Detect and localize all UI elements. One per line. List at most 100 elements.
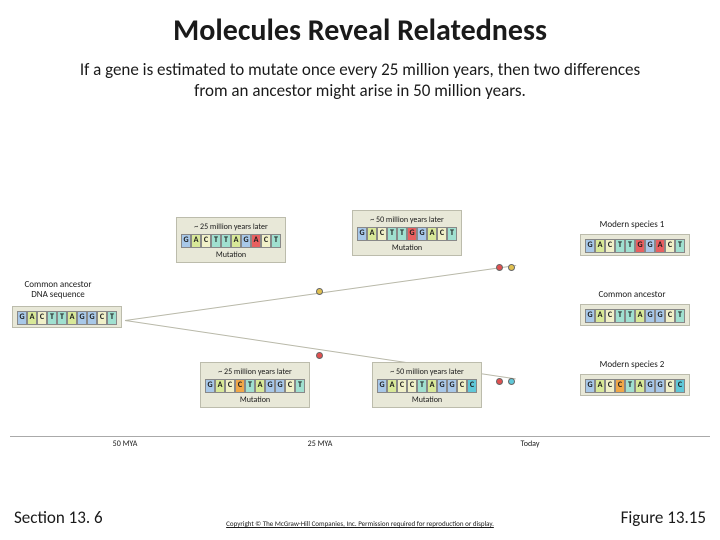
base: G: [407, 227, 417, 241]
base: G: [447, 379, 457, 393]
base: A: [231, 234, 241, 248]
base: C: [437, 227, 447, 241]
base: C: [615, 379, 625, 393]
ancestor-seq: GACTTAGGCT: [17, 311, 117, 325]
modern2-panel: GACCTAGGCC: [580, 374, 690, 396]
base: C: [235, 379, 245, 393]
base: G: [241, 234, 251, 248]
base: G: [645, 239, 655, 253]
common-label: Common ancestor: [582, 290, 682, 300]
base: A: [635, 309, 645, 323]
base: T: [221, 234, 231, 248]
bot-25-panel: ~ 25 million years later GACCTAGGCT Muta…: [200, 362, 310, 408]
base: G: [585, 239, 595, 253]
base: A: [595, 309, 605, 323]
copyright: Copyright © The McGraw-Hill Companies, I…: [226, 519, 494, 528]
base: T: [245, 379, 255, 393]
section-label: Section 13. 6: [14, 507, 103, 528]
axis-tick: 50 MYA: [113, 439, 138, 449]
base: A: [255, 379, 265, 393]
ancestor-label: Common ancestorDNA sequence: [8, 280, 108, 300]
base: T: [211, 234, 221, 248]
base: A: [595, 379, 605, 393]
base: C: [397, 379, 407, 393]
mutation-label: Mutation: [377, 393, 477, 405]
base: C: [665, 239, 675, 253]
mutation-label: Mutation: [357, 241, 457, 253]
base: T: [625, 309, 635, 323]
base: T: [625, 239, 635, 253]
base: G: [87, 311, 97, 325]
base: C: [605, 379, 615, 393]
base: G: [181, 234, 191, 248]
bot-25-seq: GACCTAGGCT: [205, 379, 305, 393]
base: A: [655, 239, 665, 253]
mutation-dot: [316, 352, 323, 359]
common-seq: GACTTAGGCT: [585, 309, 685, 323]
base: G: [77, 311, 87, 325]
mutation-label: Mutation: [181, 248, 281, 260]
evolution-diagram: Common ancestorDNA sequence GACTTAGGCT ~…: [10, 212, 710, 472]
mutation-dot: [496, 264, 503, 271]
base: A: [427, 227, 437, 241]
base: A: [367, 227, 377, 241]
base: A: [387, 379, 397, 393]
modern2-seq: GACCTAGGCC: [585, 379, 685, 393]
top-25-caption: ~ 25 million years later: [181, 222, 281, 234]
base: G: [265, 379, 275, 393]
modern1-panel: GACTTGGACT: [580, 234, 690, 256]
base: T: [675, 309, 685, 323]
base: T: [295, 379, 305, 393]
base: C: [261, 234, 271, 248]
base: C: [97, 311, 107, 325]
base: C: [225, 379, 235, 393]
base: T: [447, 227, 457, 241]
mutation-dot: [496, 378, 503, 385]
base: C: [665, 379, 675, 393]
base: A: [67, 311, 77, 325]
base: C: [605, 309, 615, 323]
base: G: [437, 379, 447, 393]
base: G: [417, 227, 427, 241]
base: A: [191, 234, 201, 248]
axis-tick: Today: [521, 439, 540, 449]
base: C: [37, 311, 47, 325]
base: T: [271, 234, 281, 248]
top-50-caption: ~ 50 million years later: [357, 215, 457, 227]
base: T: [57, 311, 67, 325]
base: C: [201, 234, 211, 248]
common-panel: GACTTAGGCT: [580, 304, 690, 326]
page-title: Molecules Reveal Relatedness: [0, 0, 720, 49]
base: G: [275, 379, 285, 393]
base: T: [387, 227, 397, 241]
base: A: [251, 234, 261, 248]
bot-50-seq: GACCTAGGCC: [377, 379, 477, 393]
base: G: [585, 379, 595, 393]
mutation-dot: [316, 288, 323, 295]
base: G: [645, 379, 655, 393]
axis-tick: 25 MYA: [308, 439, 333, 449]
base: G: [585, 309, 595, 323]
base: C: [407, 379, 417, 393]
base: T: [615, 239, 625, 253]
base: C: [457, 379, 467, 393]
base: G: [205, 379, 215, 393]
top-50-seq: GACTTGGACT: [357, 227, 457, 241]
base: T: [397, 227, 407, 241]
modern2-label: Modern species 2: [582, 360, 682, 370]
base: C: [665, 309, 675, 323]
modern1-label: Modern species 1: [582, 220, 682, 230]
base: C: [675, 379, 685, 393]
base: T: [417, 379, 427, 393]
top-50-panel: ~ 50 million years later GACTTGGACT Muta…: [352, 210, 462, 256]
base: C: [605, 239, 615, 253]
ancestor-panel: GACTTAGGCT: [12, 306, 122, 328]
figure-label: Figure 13.15: [621, 507, 706, 528]
mutation-dot: [508, 264, 515, 271]
mutation-label: Mutation: [205, 393, 305, 405]
base: G: [377, 379, 387, 393]
base: T: [107, 311, 117, 325]
base: C: [467, 379, 477, 393]
base: A: [595, 239, 605, 253]
base: T: [615, 309, 625, 323]
